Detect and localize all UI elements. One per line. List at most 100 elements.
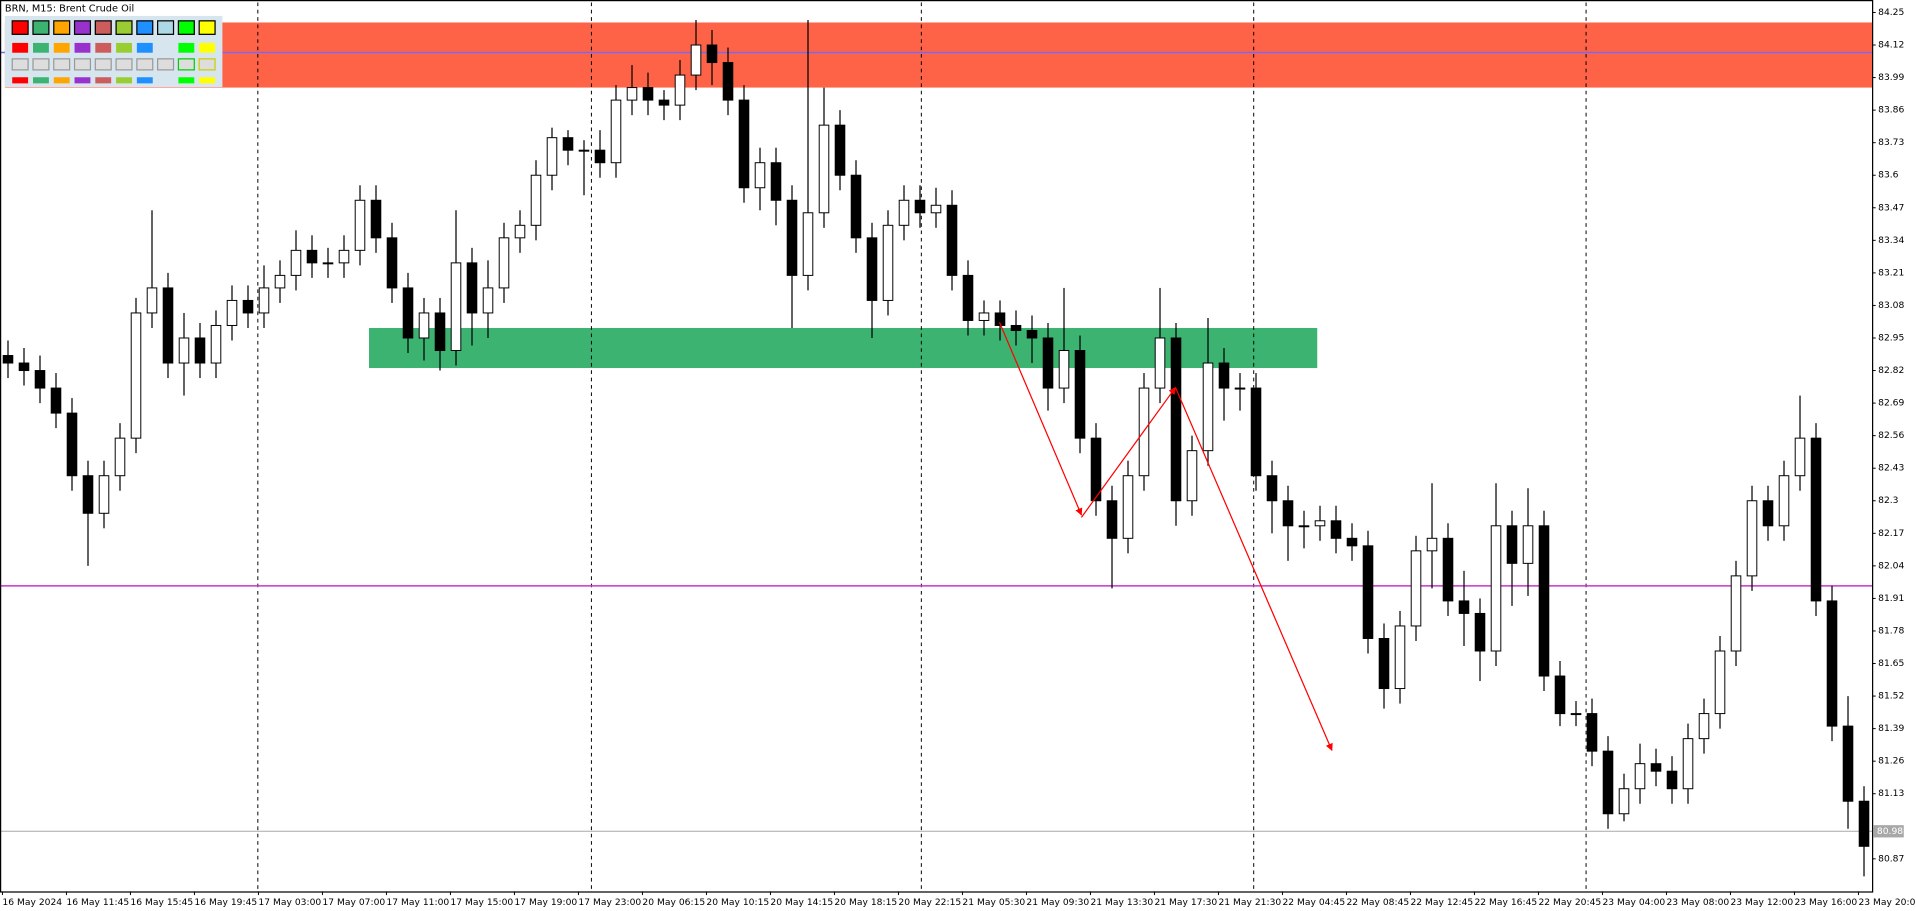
swatch-outline [11,58,29,71]
y-tick-label: 81.39 [1878,723,1904,734]
swatch-outline [157,58,175,71]
candle-body [338,249,350,264]
candle-body [34,370,46,389]
candle-body [1010,324,1022,331]
candle-body [1490,525,1502,652]
candle-body [626,87,638,101]
x-tick-label: 21 May 17:30 [1154,897,1217,908]
candle-body [962,274,974,321]
candle-body [1090,437,1102,502]
swatch-small [32,42,49,53]
candle-body [210,324,222,364]
candle-body [1394,625,1406,690]
y-tick-label: 84.25 [1878,7,1904,18]
x-tick-label: 20 May 18:15 [834,897,897,908]
candle-body [946,204,958,276]
swatch [115,20,133,35]
y-tick-label: 81.13 [1878,788,1904,799]
x-tick-label: 21 May 21:30 [1218,897,1281,908]
candle-body [594,149,606,164]
candle-body [1410,550,1422,627]
trend-arrows [998,322,1333,752]
x-tick-label: 23 May 20:00 [1858,897,1916,908]
y-tick-label: 82.95 [1878,332,1904,343]
candle-body [546,137,558,176]
candle-body [498,237,510,289]
y-tick-label: 81.26 [1878,756,1904,767]
candle-body [66,412,78,477]
x-tick-label: 21 May 13:30 [1090,897,1153,908]
candle-body [834,124,846,176]
x-tick-label: 21 May 05:30 [962,897,1025,908]
candle-body [1266,475,1278,502]
candle-body [146,287,158,314]
candle-body [242,299,254,314]
x-tick-label: 22 May 16:45 [1474,897,1537,908]
candle-body [1074,350,1086,439]
y-tick-label: 80.87 [1878,853,1904,864]
candle-body [130,312,142,439]
candle-body [98,475,110,514]
candle-body [1666,770,1678,790]
y-tick-label: 81.52 [1878,691,1904,702]
candle-body [514,224,526,239]
candle-body [1346,537,1358,547]
candle-body [1154,337,1166,389]
candle-body [1362,545,1374,639]
swatch-bar [116,77,132,84]
candle-body [402,287,414,339]
y-tick-label: 83.47 [1878,202,1904,213]
swatch-bar [95,77,112,84]
plot-frame [0,0,1874,893]
candle-body [18,362,30,372]
candle-body [1186,450,1198,502]
color-panel [4,15,223,88]
candle-body [1378,637,1390,690]
candle-body [898,199,910,226]
candle-body [1026,329,1038,339]
candle-body [1250,387,1262,477]
candle-body [1858,800,1870,847]
current-price-box [1873,825,1904,838]
candle-body [1682,738,1694,790]
swatch-small [12,42,29,53]
candle-body [1762,500,1774,527]
swatch-outline [198,58,216,71]
candle-body [1778,475,1790,527]
axes: 84.25 84.12 83.99 83.86 83.73 83.6 83.47 83.34 8… [1,7,1916,908]
candle-body [1698,713,1710,740]
candle-body [1554,675,1566,715]
candle-body [1330,520,1342,539]
candle-body [194,337,206,364]
candle-body [1618,788,1630,815]
candle-body [1426,537,1438,552]
candle-body [418,312,430,339]
candle-body [562,137,574,151]
swatch-outline [32,58,50,71]
x-tick-label: 17 May 03:00 [258,897,321,908]
swatch-small [116,42,132,53]
x-tick-label: 17 May 15:00 [450,897,513,908]
swatch [198,20,216,35]
candle-body [1218,362,1230,389]
candle-body [610,99,622,164]
current-price-label: 80.98 [1877,826,1903,837]
candle-body [1730,575,1742,652]
x-tick-label: 22 May 12:45 [1410,897,1473,908]
swatch-bar [32,77,49,84]
swatch [53,20,71,35]
candle-body [1634,763,1646,790]
y-tick-label: 82.17 [1878,528,1904,539]
x-tick-label: 20 May 06:15 [642,897,705,908]
candles [2,19,1870,877]
candle-body [1714,650,1726,715]
swatch-bar [12,77,29,84]
x-tick-label: 17 May 23:00 [578,897,641,908]
candle-body [578,149,590,152]
candle-body [162,287,174,364]
arrow [998,322,1083,516]
swatch-outline [94,58,112,71]
swatch [11,20,29,35]
chart-title: BRN, M15: Brent Crude Oil [5,4,134,15]
